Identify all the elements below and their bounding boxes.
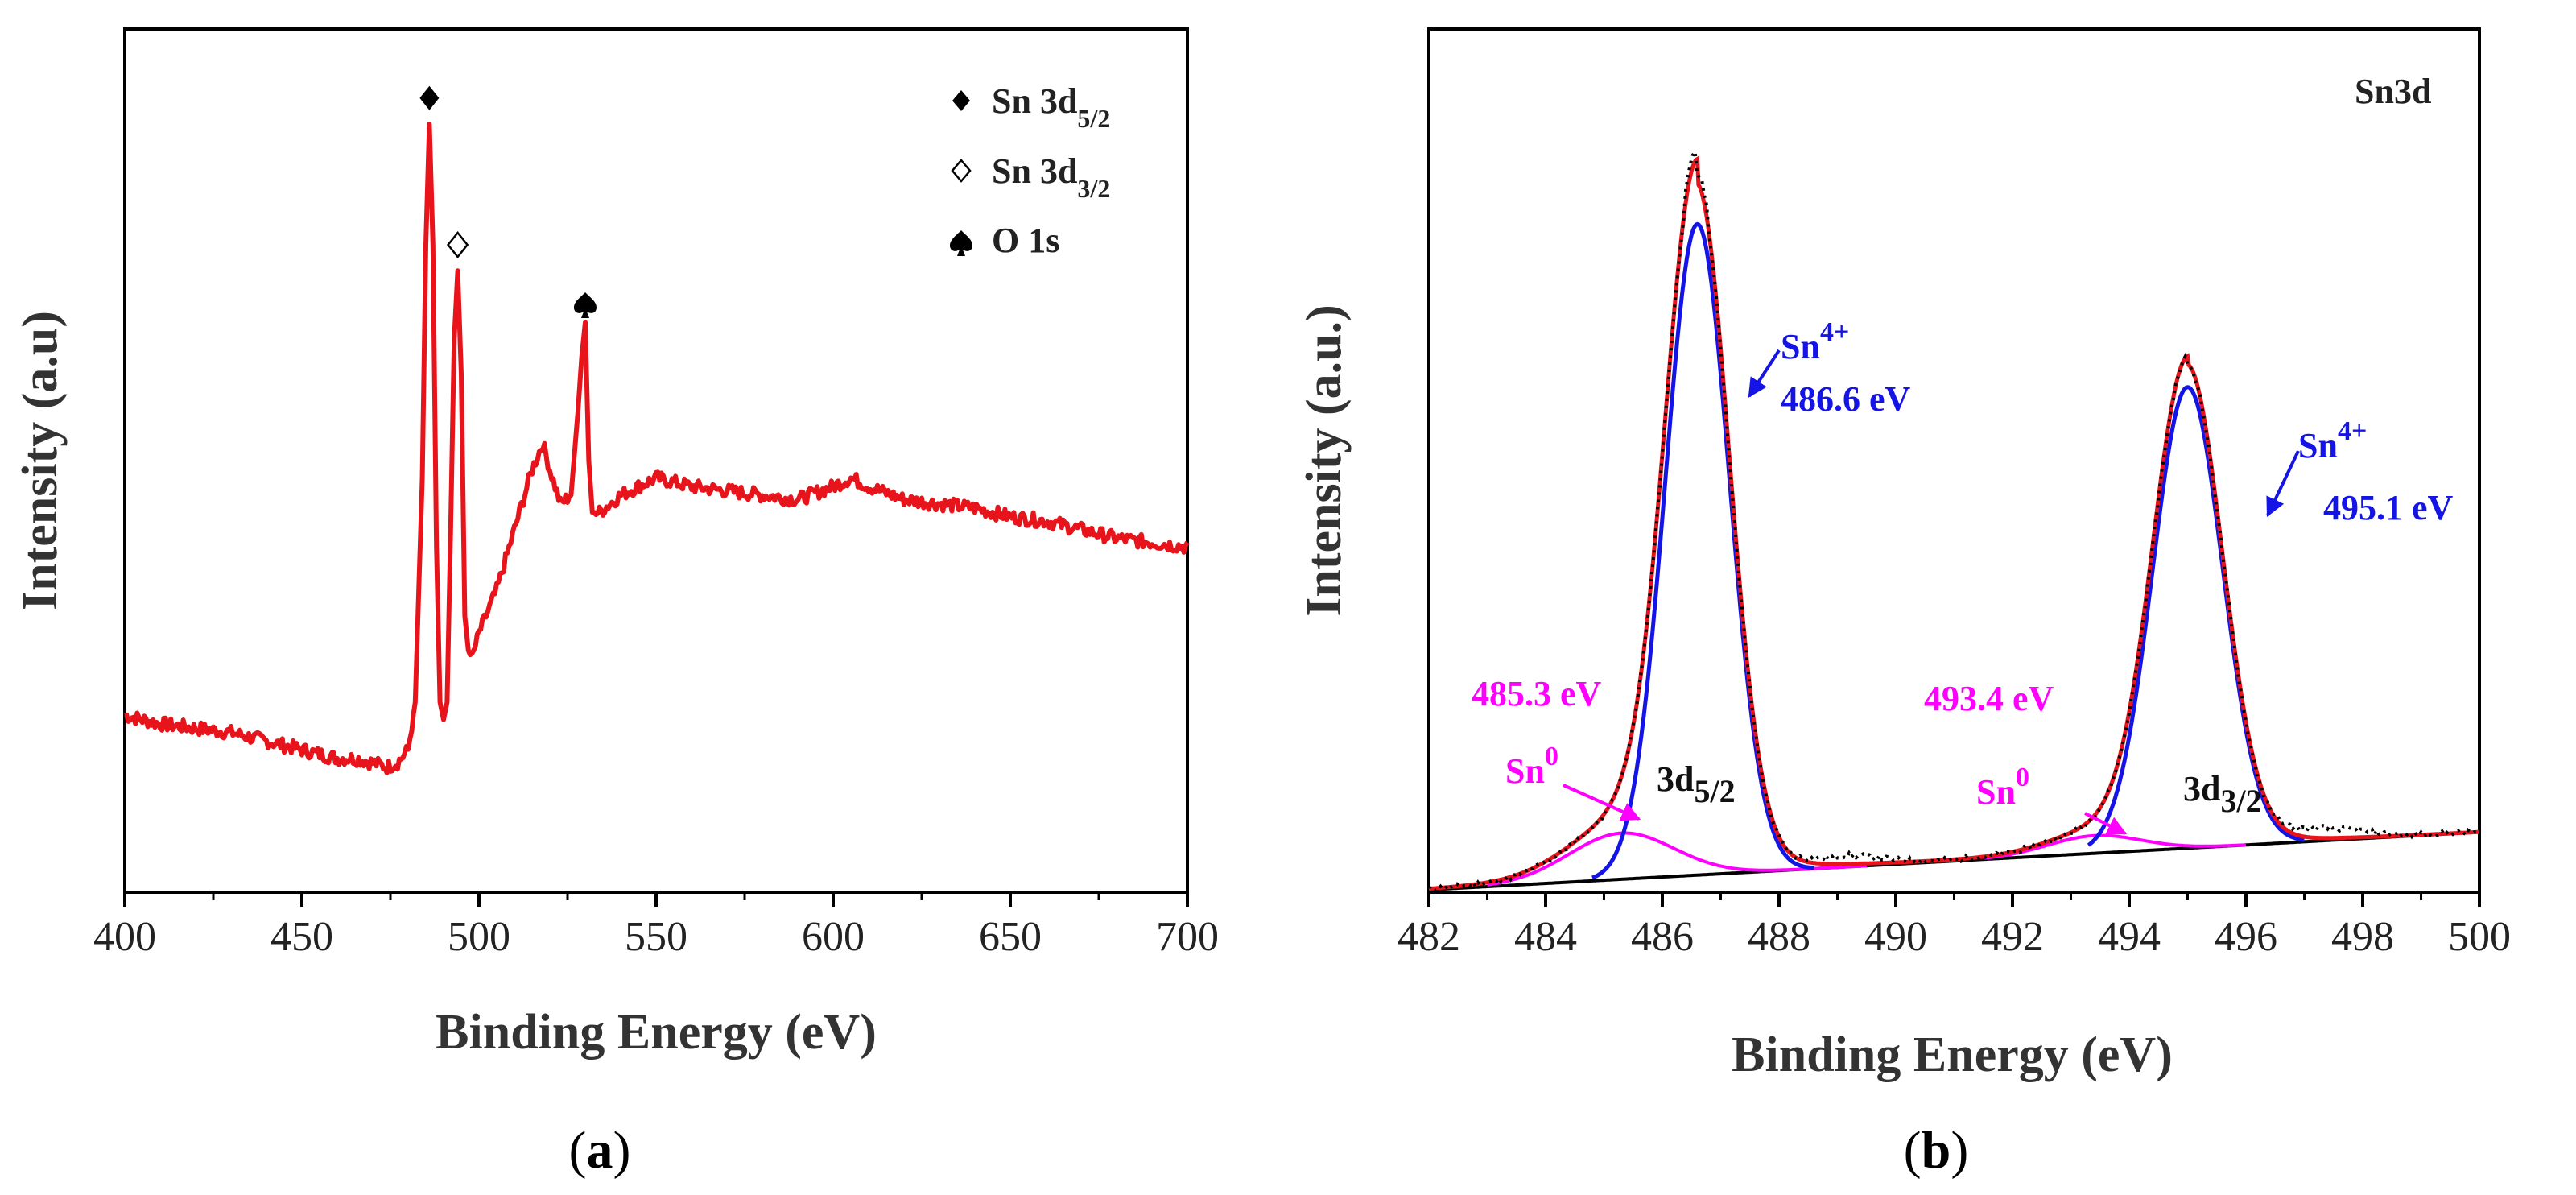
x-tick-label: 498 <box>2331 914 2394 960</box>
arrow-sn0-493 <box>2084 812 2128 835</box>
panel-a-y-axis-label: Intensity (a.u) <box>13 311 68 610</box>
peak-filled-diamond-icon <box>419 85 440 110</box>
x-tick-label: 450 <box>270 914 333 960</box>
legend-open-diamond-icon <box>951 159 972 183</box>
legend-sn-3d52: Sn 3d5/2 <box>992 81 1110 133</box>
annotation-sn4-486: Sn4+ 486.6 eV <box>1748 317 1911 419</box>
arrow-sn4-495 <box>2266 450 2300 518</box>
legend-filled-diamond-icon <box>952 90 970 111</box>
svg-text:Sn0: Sn0 <box>1976 763 2029 812</box>
panel-a-survey-curve <box>124 121 1190 775</box>
x-tick-label: 494 <box>2098 914 2161 960</box>
x-tick-label: 400 <box>93 914 156 960</box>
legend-spade-icon <box>950 230 972 256</box>
label-3d32: 3d3/2 <box>2183 769 2262 819</box>
x-tick-label: 650 <box>979 914 1042 960</box>
annotation-sn4-495: Sn4+ 495.1 eV <box>2266 416 2454 527</box>
x-tick-label: 488 <box>1748 914 1810 960</box>
x-tick-label: 486 <box>1631 914 1694 960</box>
svg-text:493.4 eV: 493.4 eV <box>1924 679 2054 718</box>
arrow-sn0-485 <box>1563 784 1641 821</box>
legend-sn-3d32: Sn 3d3/2 <box>992 151 1110 203</box>
svg-text:486.6 eV: 486.6 eV <box>1781 379 1911 419</box>
panel-a-caption: (a) <box>569 1121 631 1180</box>
svg-text:Sn4+: Sn4+ <box>1781 317 1849 366</box>
svg-text:485.3 eV: 485.3 eV <box>1472 674 1602 713</box>
panel-a-x-tick-labels: 400 450 500 550 600 650 700 <box>93 914 1219 960</box>
panel-a-legend: Sn 3d5/2 Sn 3d3/2 O 1s <box>950 81 1110 260</box>
panel-b-x-ticks <box>1427 892 2481 907</box>
panel-b-title: Sn3d <box>2355 72 2431 111</box>
peak-spade-icon <box>574 292 597 319</box>
arrow-sn4-486 <box>1748 349 1781 399</box>
svg-text:495.1 eV: 495.1 eV <box>2323 488 2454 527</box>
panel-a-x-axis-label: Binding Energy (eV) <box>436 1005 877 1060</box>
x-tick-label: 550 <box>625 914 687 960</box>
panel-a-peak-markers <box>419 85 597 319</box>
panel-b-sn0-3d52-component <box>1487 831 1867 887</box>
panel-b-y-axis-label: Intensity (a.u.) <box>1297 304 1352 617</box>
panel-b: 482 484 486 488 490 492 494 496 498 500 Sn3d Sn4+… <box>1297 27 2511 1180</box>
panel-b-caption: (b) <box>1904 1121 1969 1180</box>
panel-a-x-ticks <box>123 892 1189 907</box>
panel-a: 400 450 500 550 600 650 700 Sn 3d5/2 Sn 3d3/2 … <box>13 27 1219 1180</box>
label-3d52: 3d5/2 <box>1657 759 1736 809</box>
svg-text:Sn0: Sn0 <box>1505 742 1558 791</box>
legend-o-1s: O 1s <box>992 221 1059 260</box>
panel-b-sn0-3d32-component <box>1983 833 2247 860</box>
panel-b-x-axis-label: Binding Energy (eV) <box>1732 1028 2173 1082</box>
x-tick-label: 490 <box>1864 914 1927 960</box>
svg-text:Sn4+: Sn4+ <box>2298 416 2367 465</box>
panel-b-envelope-fit <box>1428 155 2479 891</box>
panel-b-raw-data-dotted <box>1427 147 2478 892</box>
x-tick-label: 500 <box>2448 914 2511 960</box>
annotation-sn0-493: 493.4 eV Sn0 <box>1924 679 2128 835</box>
panel-b-x-tick-labels: 482 484 486 488 490 492 494 496 498 500 <box>1397 914 2511 960</box>
x-tick-label: 492 <box>1981 914 2044 960</box>
annotation-sn0-485: 485.3 eV Sn0 <box>1472 674 1641 821</box>
x-tick-label: 500 <box>448 914 510 960</box>
x-tick-label: 700 <box>1156 914 1219 960</box>
x-tick-label: 482 <box>1397 914 1460 960</box>
x-tick-label: 484 <box>1514 914 1577 960</box>
peak-open-diamond-icon <box>446 230 469 259</box>
panel-b-sn4-3d32-component <box>2087 385 2305 847</box>
x-tick-label: 496 <box>2215 914 2277 960</box>
x-tick-label: 600 <box>802 914 865 960</box>
